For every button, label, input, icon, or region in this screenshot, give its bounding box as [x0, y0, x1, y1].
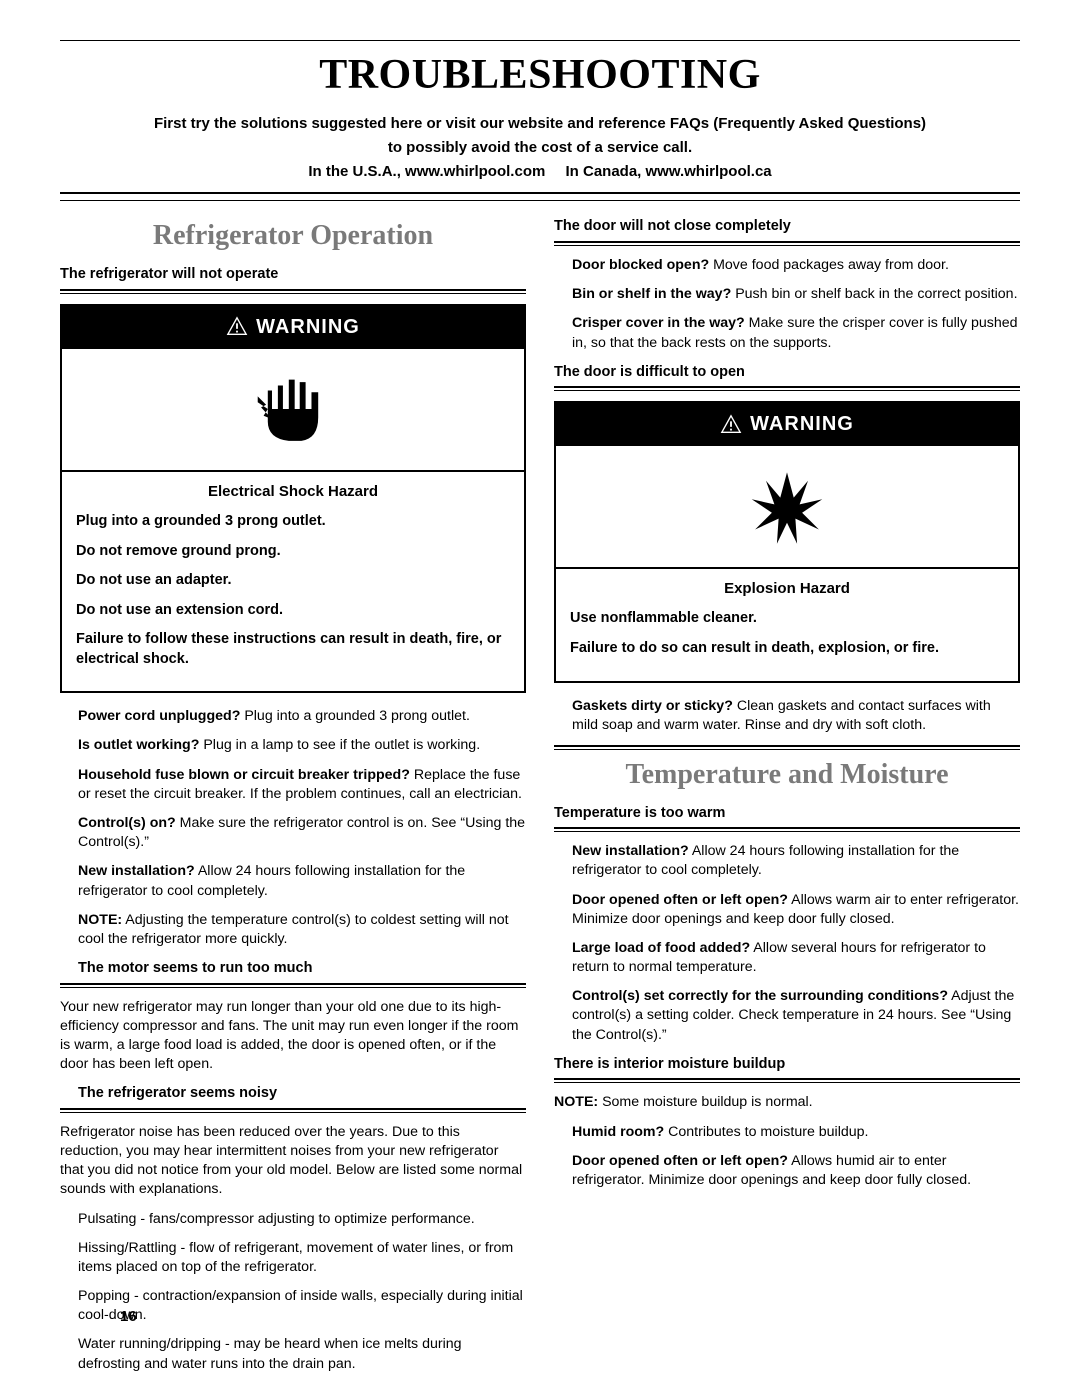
rule	[60, 983, 526, 985]
warning-line: Failure to follow these instructions can…	[76, 630, 510, 669]
check-item: New installation? Allow 24 hours followi…	[78, 862, 526, 900]
top-rule	[60, 40, 1020, 41]
rule	[554, 831, 1020, 832]
intro-usa: In the U.S.A., www.whirlpool.com	[308, 162, 545, 182]
rule	[60, 1112, 526, 1113]
warning-line: Do not use an extension cord.	[76, 601, 510, 621]
intro-line-2: to possibly avoid the cost of a service …	[60, 138, 1020, 158]
check-item: Large load of food added? Allow several …	[572, 939, 1020, 977]
rule	[60, 289, 526, 291]
sounds-list: Pulsating - fans/compressor adjusting to…	[60, 1210, 526, 1374]
sound-item: Popping - contraction/expansion of insid…	[78, 1287, 526, 1325]
door-close-list: Door blocked open? Move food packages aw…	[554, 256, 1020, 353]
check-item: Control(s) set correctly for the surroun…	[572, 987, 1020, 1045]
hazard-title: Electrical Shock Hazard	[76, 482, 510, 502]
alert-triangle-icon	[720, 414, 742, 436]
check-item: Gaskets dirty or sticky? Clean gaskets a…	[572, 697, 1020, 735]
warning-line: Use nonflammable cleaner.	[570, 609, 1004, 629]
motor-text: Your new refrigerator may run longer tha…	[60, 998, 526, 1075]
warning-line: Do not remove ground prong.	[76, 542, 510, 562]
moisture-note: NOTE: Some moisture buildup is normal.	[554, 1093, 1020, 1112]
intro-line-3: In the U.S.A., www.whirlpool.com In Cana…	[60, 162, 1020, 182]
rule	[60, 987, 526, 988]
sound-item: Water running/dripping - may be heard wh…	[78, 1335, 526, 1373]
left-column: Refrigerator Operation The refrigerator …	[60, 211, 526, 1383]
noise-text: Refrigerator noise has been reduced over…	[60, 1123, 526, 1200]
intro-canada: In Canada, www.whirlpool.ca	[565, 162, 771, 182]
check-item: Door opened often or left open? Allows h…	[572, 1152, 1020, 1190]
check-item: Control(s) on? Make sure the refrigerato…	[78, 814, 526, 852]
subhead-will-not-operate: The refrigerator will not operate	[60, 265, 526, 285]
check-item: Humid room? Contributes to moisture buil…	[572, 1123, 1020, 1142]
subhead-noisy: The refrigerator seems noisy	[60, 1084, 526, 1104]
intro-line-1: First try the solutions suggested here o…	[60, 114, 1020, 134]
shock-hand-icon	[251, 367, 335, 451]
divider-thin	[60, 200, 1020, 201]
subhead-moisture: There is interior moisture buildup	[554, 1055, 1020, 1075]
warning-word: WARNING	[750, 411, 854, 438]
right-column: The door will not close completely Door …	[554, 211, 1020, 1383]
warning-header: WARNING	[62, 306, 524, 349]
warning-icon-area	[556, 446, 1018, 569]
warning-header: WARNING	[556, 403, 1018, 446]
rule	[554, 241, 1020, 243]
warning-electrical: WARNING Electrical Shock Hazard Plug int…	[60, 304, 526, 694]
explosion-icon	[745, 464, 829, 548]
warning-line: Plug into a grounded 3 prong outlet.	[76, 512, 510, 532]
rule	[554, 745, 1020, 747]
check-note: NOTE: Adjusting the temperature control(…	[78, 911, 526, 949]
section-temperature-moisture: Temperature and Moisture	[554, 756, 1020, 794]
check-item: Crisper cover in the way? Make sure the …	[572, 314, 1020, 352]
warning-body: Explosion Hazard Use nonflammable cleane…	[556, 569, 1018, 680]
subhead-motor: The motor seems to run too much	[60, 959, 526, 979]
section-refrigerator-operation: Refrigerator Operation	[60, 217, 526, 255]
rule	[60, 293, 526, 294]
divider-thick	[60, 192, 1020, 194]
rule	[554, 1078, 1020, 1080]
warning-explosion: WARNING Explosion Hazard Use nonflammabl…	[554, 401, 1020, 682]
rule	[60, 1108, 526, 1110]
alert-triangle-icon	[226, 316, 248, 338]
warning-word: WARNING	[256, 314, 360, 341]
check-item: Household fuse blown or circuit breaker …	[78, 766, 526, 804]
rule	[554, 390, 1020, 391]
rule	[554, 386, 1020, 388]
rule	[554, 1082, 1020, 1083]
check-item: Is outlet working? Plug in a lamp to see…	[78, 736, 526, 755]
rule	[554, 245, 1020, 246]
moisture-checks: Humid room? Contributes to moisture buil…	[554, 1123, 1020, 1191]
hazard-title: Explosion Hazard	[570, 579, 1004, 599]
sound-item: Hissing/Rattling - flow of refrigerant, …	[78, 1239, 526, 1277]
subhead-door-difficult: The door is difficult to open	[554, 363, 1020, 383]
temp-checks: New installation? Allow 24 hours followi…	[554, 842, 1020, 1045]
warning-icon-area	[62, 349, 524, 472]
door-open-check: Gaskets dirty or sticky? Clean gaskets a…	[554, 697, 1020, 735]
rule	[554, 827, 1020, 829]
checklist: Power cord unplugged? Plug into a ground…	[60, 707, 526, 949]
check-item: Door opened often or left open? Allows w…	[572, 891, 1020, 929]
subhead-temp-warm: Temperature is too warm	[554, 804, 1020, 824]
check-item: Door blocked open? Move food packages aw…	[572, 256, 1020, 275]
check-item: Power cord unplugged? Plug into a ground…	[78, 707, 526, 726]
check-item: Bin or shelf in the way? Push bin or she…	[572, 285, 1020, 304]
page-number: 16	[120, 1307, 137, 1327]
rule	[554, 749, 1020, 750]
page-title: TROUBLESHOOTING	[60, 47, 1020, 104]
subhead-door-not-close: The door will not close completely	[554, 217, 1020, 237]
warning-line: Failure to do so can result in death, ex…	[570, 639, 1004, 659]
sound-item: Pulsating - fans/compressor adjusting to…	[78, 1210, 526, 1229]
warning-line: Do not use an adapter.	[76, 571, 510, 591]
warning-body: Electrical Shock Hazard Plug into a grou…	[62, 472, 524, 692]
check-item: New installation? Allow 24 hours followi…	[572, 842, 1020, 880]
